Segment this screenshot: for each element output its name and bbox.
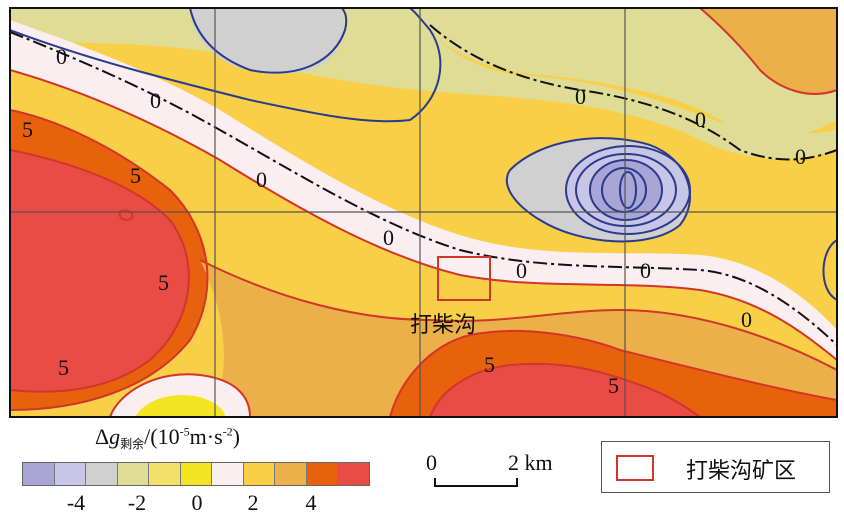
contour-label: 0: [383, 225, 394, 250]
contour-label: 0: [575, 84, 586, 109]
colorbar-title: Δg剩余/(10-5m·s-2): [95, 424, 240, 451]
west-high-red: [10, 150, 189, 392]
contour-label: 5: [22, 117, 33, 142]
contour-label: 5: [58, 355, 69, 380]
gray-zone-west: [190, 8, 344, 74]
zero-band-fill: [10, 20, 837, 360]
place-label-dachaigou: 打柴沟: [410, 313, 477, 338]
colorbar-tick: 2: [247, 490, 259, 515]
contour-label: 5: [608, 373, 619, 398]
south-high-red: [430, 363, 700, 417]
legend-mining-area-label: 打柴沟矿区: [686, 459, 797, 484]
colorbar-swatch: [117, 463, 150, 485]
contour-label: 0: [516, 258, 527, 283]
negative-contours: [10, 8, 837, 301]
colorbar-swatch: [212, 463, 244, 485]
residual-gravity-map: 0 0 0 0 0 0 0 0 0 5 5 5 5 5 5 0: [9, 7, 838, 418]
map-frame: [9, 7, 838, 418]
scale-bar-start-label: 0: [426, 450, 437, 475]
colorbar-swatch: [275, 463, 307, 485]
contour-label: 0: [640, 258, 651, 283]
map-grid: [10, 8, 837, 417]
colorbar-swatch: [54, 463, 87, 485]
contour-label: 5: [158, 270, 169, 295]
contour-label: 0: [56, 44, 67, 69]
contour-label: 5: [484, 352, 495, 377]
contour-labels: 0 0 0 0 0 0 0 0 0 5 5 5 5 5 5 0: [22, 44, 806, 398]
zero-contour: [10, 31, 837, 346]
scale-bar: [434, 478, 518, 487]
colorbar: [22, 462, 370, 486]
contour-label: 5: [130, 163, 141, 188]
contour-label: 0: [256, 167, 267, 192]
northeast-orange-patch: [700, 8, 837, 94]
colorbar-swatch: [243, 463, 276, 485]
colorbar-swatch: [306, 463, 339, 485]
colorbar-tick: -4: [66, 490, 86, 515]
mining-area-marker: [437, 256, 491, 301]
north-zone-fill: [10, 8, 837, 139]
legend-mining-area-swatch: [616, 455, 654, 481]
colorbar-tick: -2: [127, 490, 147, 515]
contour-label: 0: [741, 307, 752, 332]
colorbar-swatch: [180, 463, 213, 485]
zero-contour-upper: [429, 24, 837, 161]
southwest-yellow-patch: [135, 394, 225, 417]
scale-bar-end-label: 2 km: [508, 450, 553, 475]
legend-box: [601, 441, 830, 493]
positive-contours: [10, 8, 837, 417]
colorbar-swatch: [86, 463, 118, 485]
colorbar-swatch: [149, 463, 181, 485]
contour-label: 0: [795, 144, 806, 169]
colorbar-tick: 4: [305, 490, 317, 515]
colorbar-tick: 0: [191, 490, 203, 515]
colorbar-swatch: [338, 463, 370, 485]
colorbar-swatch: [23, 463, 55, 485]
contour-label: 0: [695, 107, 706, 132]
contour-label: 0: [150, 88, 161, 113]
